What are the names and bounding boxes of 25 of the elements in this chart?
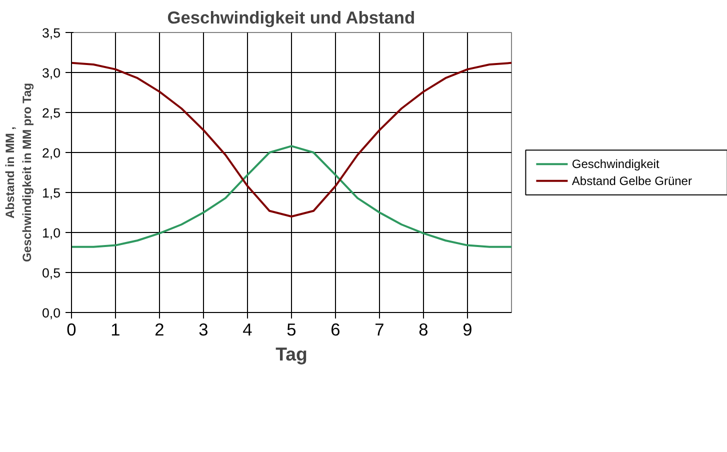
- legend-label: Abstand Gelbe Grüner: [572, 174, 692, 188]
- x-tick-label: 4: [242, 320, 253, 340]
- y-tick-label: 0,0: [42, 306, 61, 320]
- x-tick-label: 1: [110, 320, 120, 340]
- y-tick-label: 3,5: [42, 26, 61, 40]
- x-axis-title: Tag: [276, 344, 308, 364]
- x-tick-label: 6: [330, 320, 340, 340]
- y-tick-label: 0,5: [42, 266, 61, 280]
- line-series: [72, 145, 512, 248]
- y-tick-label: 3,0: [42, 66, 61, 80]
- chart-title: Geschwindigkeit und Abstand: [167, 8, 416, 28]
- y-tick-label: 2,0: [42, 146, 61, 160]
- line-series: [72, 62, 512, 218]
- x-tick-label: 9: [462, 320, 472, 340]
- x-tick-label: 2: [154, 320, 164, 340]
- x-tick-label: 8: [418, 320, 428, 340]
- y-tick-label: 1,0: [42, 226, 61, 240]
- x-tick-label: 5: [286, 320, 296, 340]
- x-tick-label: 7: [374, 320, 384, 340]
- y-tick-label: 2,5: [42, 106, 61, 120]
- y-tick-label: 1,5: [42, 186, 61, 200]
- x-tick-label: 3: [198, 320, 208, 340]
- legend-label: Geschwindigkeit: [572, 157, 660, 172]
- x-tick-label: 0: [66, 320, 76, 340]
- y-axis-title: Abstand in MM , Geschwindigkeit in MM pro Tag: [3, 82, 34, 262]
